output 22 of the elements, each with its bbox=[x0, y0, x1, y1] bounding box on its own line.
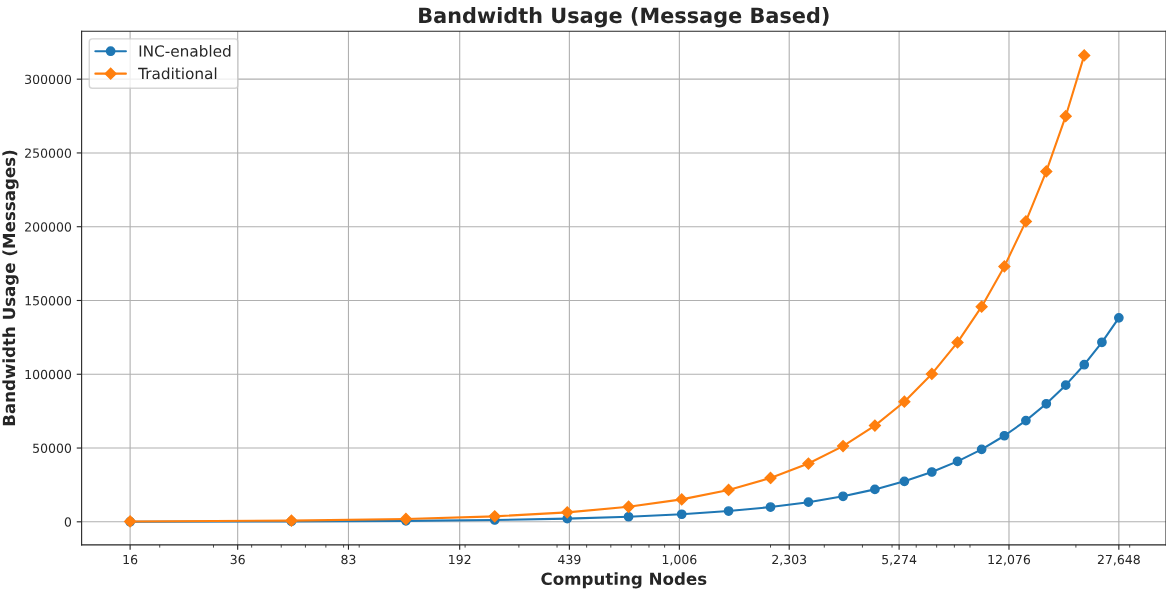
legend-label: INC-enabled bbox=[139, 44, 231, 57]
x-tick-label: 27,648 bbox=[1097, 554, 1140, 566]
x-tick-label: 439 bbox=[558, 554, 581, 565]
y-tick-label: 300000 bbox=[25, 74, 72, 85]
y-axis-title: Bandwidth Usage (Messages) bbox=[2, 150, 19, 426]
x-tick-label: 192 bbox=[449, 554, 471, 565]
y-tick-label: 0 bbox=[64, 517, 72, 527]
y-tick-label: 250000 bbox=[25, 148, 72, 158]
x-tick-label: 16 bbox=[123, 554, 138, 565]
y-tick-label: 150000 bbox=[25, 295, 72, 306]
legend-label: Traditional bbox=[138, 67, 217, 80]
x-tick-label: 12,076 bbox=[988, 554, 1031, 566]
x-tick-label: 83 bbox=[341, 554, 356, 565]
x-axis-title: Computing Nodes bbox=[541, 572, 707, 589]
x-tick-label: 5,274 bbox=[882, 554, 917, 566]
chart-title: Bandwidth Usage (Message Based) bbox=[419, 7, 829, 28]
y-tick-label: 100000 bbox=[25, 369, 72, 380]
y-tick-label: 200000 bbox=[25, 222, 72, 232]
x-tick-label: 2,303 bbox=[772, 554, 807, 566]
x-tick-label: 1,006 bbox=[662, 554, 697, 566]
x-tick-label: 36 bbox=[230, 554, 245, 565]
y-tick-label: 50000 bbox=[33, 443, 72, 453]
